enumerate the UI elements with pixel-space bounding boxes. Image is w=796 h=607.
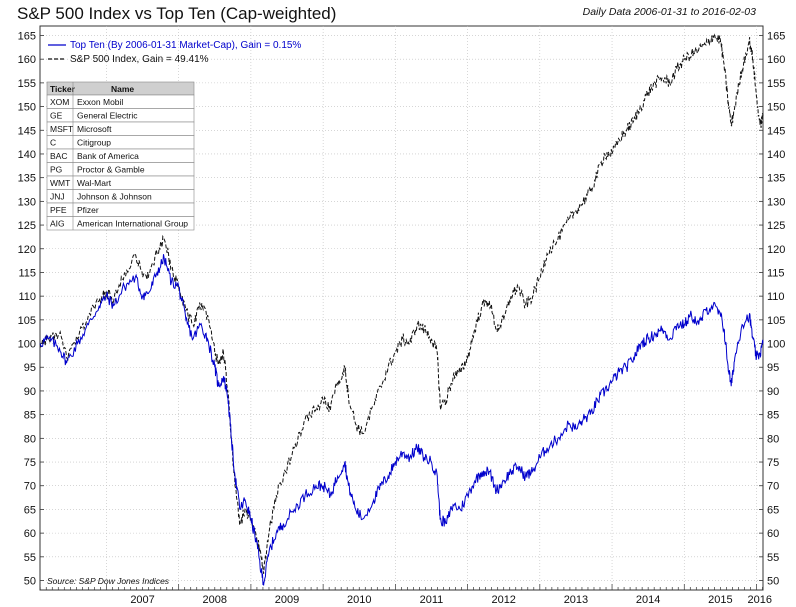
y-tick-label: 65 (24, 504, 36, 516)
y-tick-label-right: 160 (767, 54, 785, 66)
y-tick-label: 125 (18, 220, 36, 232)
table-cell-ticker: C (50, 138, 56, 148)
table-cell-name: General Electric (77, 111, 138, 121)
table-cell-ticker: JNJ (50, 192, 65, 202)
x-tick-label: 2009 (275, 594, 299, 606)
y-tick-label-right: 145 (767, 125, 785, 137)
y-tick-label: 150 (18, 102, 36, 114)
y-tick-label-right: 115 (767, 267, 785, 279)
legend: Top Ten (By 2006-01-31 Market-Cap), Gain… (48, 40, 301, 65)
y-tick-label-right: 50 (767, 576, 779, 588)
y-tick-label: 160 (18, 54, 36, 66)
y-tick-label-right: 135 (767, 173, 785, 185)
table-cell-name: American International Group (77, 219, 188, 229)
series-line-top-ten (39, 254, 764, 586)
x-tick-label: 2015 (708, 594, 732, 606)
y-tick-label: 100 (18, 339, 36, 351)
y-tick-label: 80 (24, 433, 36, 445)
table-header-name: Name (111, 84, 134, 94)
y-tick-label: 115 (18, 267, 36, 279)
ticker-table: Ticker Name XOM Exxon Mobil GE General Elec… (46, 81, 195, 231)
table-cell-name: Bank of America (77, 151, 139, 161)
table-cell-name: Citigroup (77, 138, 111, 148)
table-cell-ticker: PG (50, 165, 62, 175)
legend-label-sp500: S&P 500 Index, Gain = 49.41% (70, 54, 209, 65)
x-tick-label: 2016 (748, 594, 772, 606)
y-tick-label-right: 90 (767, 386, 779, 398)
table-cell-ticker: MSFT (50, 124, 73, 134)
chart-subtitle: Daily Data 2006-01-31 to 2016-02-03 (582, 6, 756, 18)
y-tick-label-right: 100 (767, 339, 785, 351)
y-tick-label: 120 (18, 244, 36, 256)
y-tick-label-right: 60 (767, 528, 779, 540)
table-cell-ticker: BAC (50, 151, 67, 161)
table-row (46, 202, 195, 217)
y-tick-label-right: 85 (767, 410, 779, 422)
y-tick-label-right: 140 (767, 149, 785, 161)
y-tick-label-right: 125 (767, 220, 785, 232)
x-axis: 2007 2008 2009 2010 2011 2012 2013 2014 2015 2016 (39, 584, 772, 606)
table-cell-name: Microsoft (77, 124, 112, 134)
y-tick-label: 90 (24, 386, 36, 398)
source-note: Source: S&P Dow Jones Indices (47, 576, 170, 586)
y-tick-label-right: 70 (767, 481, 779, 493)
y-tick-label: 110 (18, 291, 36, 303)
y-tick-label: 95 (24, 362, 36, 374)
table-cell-name: Pfizer (77, 205, 99, 215)
y-tick-label-right: 80 (767, 433, 779, 445)
y-tick-label: 155 (18, 78, 36, 90)
x-tick-label: 2014 (636, 594, 660, 606)
y-tick-label: 85 (24, 410, 36, 422)
y-tick-label-right: 165 (767, 30, 785, 42)
legend-label-top-ten: Top Ten (By 2006-01-31 Market-Cap), Gain… (70, 40, 301, 51)
y-tick-label: 105 (18, 315, 36, 327)
y-tick-label-right: 155 (767, 78, 785, 90)
table-cell-ticker: WMT (50, 178, 70, 188)
y-tick-label-right: 105 (767, 315, 785, 327)
y-tick-label: 70 (24, 481, 36, 493)
chart-title: S&P 500 Index vs Top Ten (Cap-weighted) (17, 4, 337, 23)
y-tick-label: 55 (24, 552, 36, 564)
y-tick-label-right: 150 (767, 102, 785, 114)
y-tick-label: 50 (24, 576, 36, 588)
y-tick-label-right: 95 (767, 362, 779, 374)
table-rows: XOM Exxon Mobil GE General Electric MSFT Micr… (46, 82, 195, 231)
table-row (46, 216, 195, 231)
x-tick-label: 2010 (347, 594, 371, 606)
y-tick-label-right: 110 (767, 291, 785, 303)
y-tick-label: 140 (18, 149, 36, 161)
y-tick-label: 60 (24, 528, 36, 540)
x-tick-label: 2008 (203, 594, 227, 606)
table-cell-ticker: XOM (50, 97, 69, 107)
table-cell-name: Proctor & Gamble (77, 165, 145, 175)
y-tick-label-right: 130 (767, 196, 785, 208)
x-tick-label: 2011 (420, 594, 444, 606)
y-tick-label-right: 65 (767, 504, 779, 516)
table-cell-ticker: GE (50, 111, 63, 121)
y-tick-label: 135 (18, 173, 36, 185)
table-cell-ticker: PFE (50, 205, 67, 215)
y-axis-left: 50 55 60 65 70 75 80 85 90 95 100 105 110 115 120 125 13… (18, 30, 44, 588)
x-tick-label: 2007 (130, 594, 154, 606)
y-tick-label: 75 (24, 457, 36, 469)
table-cell-name: Wal-Mart (77, 178, 112, 188)
y-axis-right: 50 55 60 65 70 75 80 85 90 95 100 105 110 115 120 125 13… (759, 30, 785, 588)
y-tick-label: 130 (18, 196, 36, 208)
table-header-ticker: Ticker (50, 84, 76, 94)
x-tick-label: 2013 (564, 594, 588, 606)
y-tick-label-right: 55 (767, 552, 779, 564)
y-tick-label-right: 120 (767, 244, 785, 256)
y-tick-label: 165 (18, 30, 36, 42)
y-tick-label: 145 (18, 125, 36, 137)
series-lines (39, 33, 764, 586)
table-cell-name: Exxon Mobil (77, 97, 123, 107)
x-tick-label: 2012 (491, 594, 515, 606)
table-row (46, 135, 195, 150)
y-tick-label-right: 75 (767, 457, 779, 469)
table-cell-ticker: AIG (50, 219, 65, 229)
table-cell-name: Johnson & Johnson (77, 192, 152, 202)
